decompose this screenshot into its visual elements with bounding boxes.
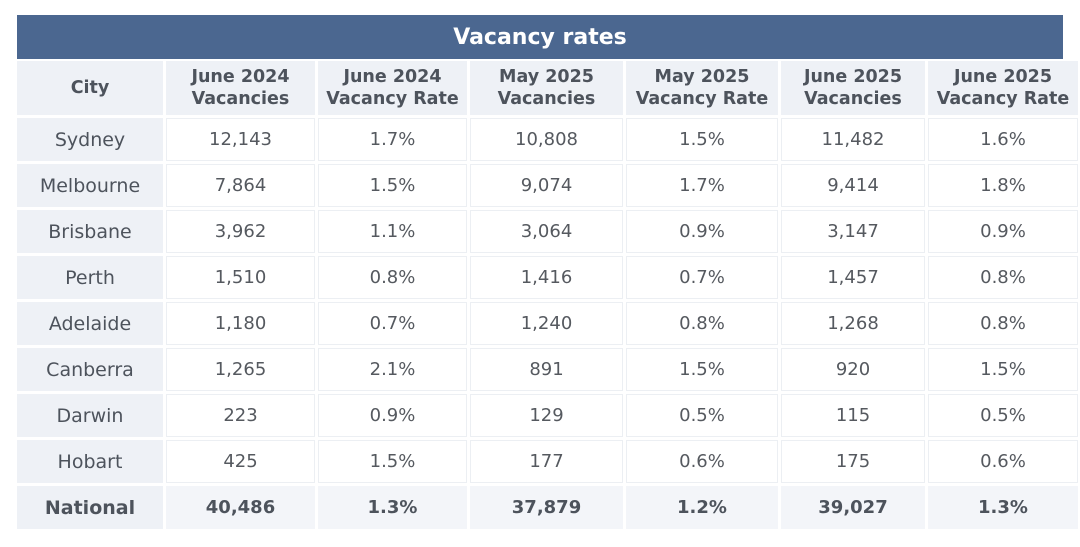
- table-cell: 1,416: [470, 256, 623, 299]
- table-cell: 1,457: [781, 256, 925, 299]
- row-city-name: Brisbane: [17, 210, 163, 253]
- table-cell: 0.8%: [318, 256, 467, 299]
- total-cell: 40,486: [166, 486, 315, 529]
- column-header-june-2025-vacancy-rate: June 2025 Vacancy Rate: [928, 61, 1078, 115]
- table-cell: 1.5%: [318, 440, 467, 483]
- table-cell: 0.9%: [318, 394, 467, 437]
- table-cell: 0.6%: [626, 440, 778, 483]
- table-cell: 1.5%: [318, 164, 467, 207]
- table-cell: 1.6%: [928, 118, 1078, 161]
- table-cell: 115: [781, 394, 925, 437]
- table-cell: 1.8%: [928, 164, 1078, 207]
- total-cell: 1.3%: [928, 486, 1078, 529]
- total-cell: 1.3%: [318, 486, 467, 529]
- row-city-name: Canberra: [17, 348, 163, 391]
- table-cell: 0.8%: [928, 302, 1078, 345]
- column-header-june-2025-vacancies: June 2025 Vacancies: [781, 61, 925, 115]
- table-cell: 2.1%: [318, 348, 467, 391]
- row-city-name: Adelaide: [17, 302, 163, 345]
- total-cell: 37,879: [470, 486, 623, 529]
- table-title: Vacancy rates: [17, 15, 1063, 59]
- table-cell: 0.5%: [928, 394, 1078, 437]
- table-cell: 1.7%: [318, 118, 467, 161]
- vacancy-rates-table: Vacancy rates City June 2024 Vacancies J…: [17, 15, 1078, 529]
- row-city-name: Melbourne: [17, 164, 163, 207]
- table-cell: 7,864: [166, 164, 315, 207]
- table-cell: 425: [166, 440, 315, 483]
- total-cell: 39,027: [781, 486, 925, 529]
- table-cell: 177: [470, 440, 623, 483]
- row-city-name: Perth: [17, 256, 163, 299]
- table-cell: 1,265: [166, 348, 315, 391]
- table-cell: 1.5%: [626, 118, 778, 161]
- total-cell: 1.2%: [626, 486, 778, 529]
- table-cell: 11,482: [781, 118, 925, 161]
- table-cell: 0.8%: [626, 302, 778, 345]
- row-city-name: Hobart: [17, 440, 163, 483]
- table-cell: 129: [470, 394, 623, 437]
- table-cell: 3,962: [166, 210, 315, 253]
- table-cell: 1,180: [166, 302, 315, 345]
- table-cell: 175: [781, 440, 925, 483]
- table-cell: 1.5%: [626, 348, 778, 391]
- table-cell: 3,064: [470, 210, 623, 253]
- table-cell: 12,143: [166, 118, 315, 161]
- table-cell: 0.6%: [928, 440, 1078, 483]
- row-city-name: Sydney: [17, 118, 163, 161]
- column-header-june-2024-vacancies: June 2024 Vacancies: [166, 61, 315, 115]
- table-cell: 1.7%: [626, 164, 778, 207]
- table-cell: 1.1%: [318, 210, 467, 253]
- table-grid: City June 2024 Vacancies June 2024 Vacan…: [17, 61, 1078, 529]
- column-header-june-2024-vacancy-rate: June 2024 Vacancy Rate: [318, 61, 467, 115]
- table-cell: 0.7%: [626, 256, 778, 299]
- column-header-may-2025-vacancy-rate: May 2025 Vacancy Rate: [626, 61, 778, 115]
- column-header-may-2025-vacancies: May 2025 Vacancies: [470, 61, 623, 115]
- table-cell: 920: [781, 348, 925, 391]
- table-cell: 10,808: [470, 118, 623, 161]
- total-row-label: National: [17, 486, 163, 529]
- table-cell: 0.9%: [928, 210, 1078, 253]
- table-cell: 1,268: [781, 302, 925, 345]
- table-cell: 0.8%: [928, 256, 1078, 299]
- table-cell: 1,510: [166, 256, 315, 299]
- table-cell: 891: [470, 348, 623, 391]
- table-cell: 9,074: [470, 164, 623, 207]
- column-header-city: City: [17, 61, 163, 115]
- table-cell: 223: [166, 394, 315, 437]
- table-cell: 0.5%: [626, 394, 778, 437]
- table-cell: 0.9%: [626, 210, 778, 253]
- table-cell: 9,414: [781, 164, 925, 207]
- table-cell: 1.5%: [928, 348, 1078, 391]
- table-cell: 3,147: [781, 210, 925, 253]
- table-cell: 0.7%: [318, 302, 467, 345]
- table-cell: 1,240: [470, 302, 623, 345]
- row-city-name: Darwin: [17, 394, 163, 437]
